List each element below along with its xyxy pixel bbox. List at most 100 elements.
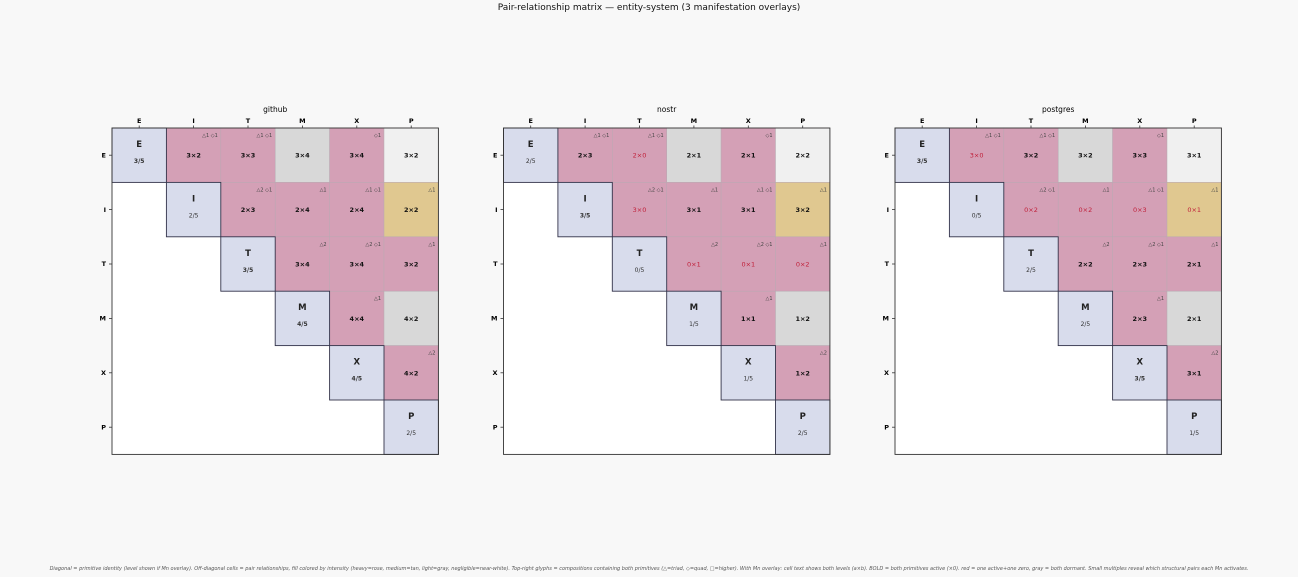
identity-cell-X (1112, 345, 1168, 401)
panel-frame (111, 127, 439, 455)
row-label-P: P (493, 423, 498, 431)
pair-value-T-M: 3×4 (295, 261, 310, 269)
composition-glyph-I-T: △2 ◇1 (1040, 187, 1056, 193)
composition-glyph-I-M: △1 (320, 187, 327, 193)
identity-cell-X (720, 345, 776, 401)
composition-glyph-T-X: △2 ◇1 (365, 242, 381, 248)
col-label-M: M (1082, 117, 1088, 125)
identity-level-E: 2/5 (526, 158, 536, 165)
pair-cell-M-P (1166, 290, 1222, 346)
composition-glyph-X-P: △2 (820, 351, 827, 357)
identity-cell-E (503, 127, 559, 183)
panel-frame (503, 127, 831, 455)
pair-value-T-M: 2×2 (1078, 261, 1093, 269)
identity-level-X: 3/5 (1135, 376, 1146, 383)
pair-cell-T-P (383, 236, 439, 292)
pair-value-I-P: 3×2 (795, 206, 810, 214)
row-label-X: X (884, 369, 889, 377)
composition-glyph-X-P: △2 (428, 351, 435, 357)
identity-letter-I: I (584, 194, 587, 204)
composition-glyph-T-M: △2 (1103, 242, 1110, 248)
col-label-I: I (192, 117, 194, 125)
pair-value-T-P: 2×1 (1187, 261, 1202, 269)
composition-glyph-E-I: △1 ◇1 (985, 133, 1001, 139)
col-label-T: T (246, 117, 251, 125)
composition-glyph-I-T: △2 ◇1 (648, 187, 664, 193)
composition-glyph-T-P: △1 (820, 242, 827, 248)
composition-glyph-E-I: △1 ◇1 (594, 133, 610, 139)
pair-value-X-P: 4×2 (404, 369, 419, 377)
pair-value-E-I: 3×2 (186, 152, 201, 160)
pair-value-E-T: 3×2 (1024, 152, 1039, 160)
pair-value-E-I: 3×0 (970, 152, 984, 160)
identity-letter-I: I (975, 194, 978, 204)
identity-cell-T (1003, 236, 1059, 292)
pair-value-E-T: 3×3 (241, 152, 256, 160)
pair-cell-T-X (329, 236, 385, 292)
identity-letter-M: M (1081, 303, 1089, 313)
identity-cell-M (274, 290, 331, 347)
pair-value-E-X: 3×3 (1133, 152, 1148, 160)
composition-glyph-T-M: △2 (320, 242, 327, 248)
row-label-T: T (102, 260, 107, 268)
composition-glyph-I-X: △1 ◇1 (365, 187, 381, 193)
composition-glyph-E-T: △1 ◇1 (257, 133, 273, 139)
pair-value-M-P: 1×2 (795, 315, 810, 323)
identity-cell-M (1057, 290, 1114, 347)
composition-glyph-M-X: △1 (765, 296, 772, 302)
row-label-T: T (885, 260, 890, 268)
composition-glyph-E-X: ◇1 (765, 133, 772, 139)
col-label-M: M (299, 117, 305, 125)
identity-letter-P: P (1191, 412, 1197, 422)
pair-value-I-P: 2×2 (404, 206, 419, 214)
pair-value-M-P: 2×1 (1187, 315, 1202, 323)
identity-letter-I: I (192, 194, 195, 204)
pair-cell-E-I (166, 127, 222, 183)
pair-value-E-M: 2×1 (687, 152, 702, 160)
row-label-E: E (493, 151, 497, 159)
composition-glyph-I-P: △1 (820, 187, 827, 193)
pair-value-E-I: 2×3 (578, 152, 593, 160)
pair-cell-E-I (557, 127, 613, 183)
pair-cell-I-X (720, 182, 776, 238)
identity-level-P: 2/5 (406, 430, 416, 437)
pair-cell-I-M (1057, 182, 1113, 238)
identity-cell-I (948, 181, 1005, 238)
pair-value-T-M: 0×1 (687, 261, 701, 269)
identity-letter-X: X (745, 358, 752, 368)
panel-title-postgres: postgres (1042, 105, 1074, 114)
figure-title: Pair-relationship matrix — entity-system… (497, 3, 801, 13)
identity-cell-T (220, 236, 276, 292)
identity-cell-M (666, 290, 722, 347)
composition-glyph-E-T: △1 ◇1 (648, 133, 664, 139)
composition-glyph-X-P: △2 (1211, 351, 1218, 357)
identity-level-E: 3/5 (917, 158, 928, 165)
pair-cell-I-X (1112, 182, 1168, 238)
pair-cell-I-M (666, 182, 722, 238)
identity-level-T: 3/5 (243, 267, 254, 274)
pair-cell-T-M (666, 236, 722, 292)
identity-level-E: 3/5 (134, 158, 145, 165)
identity-level-T: 2/5 (1026, 267, 1036, 274)
pair-value-E-M: 3×4 (295, 152, 310, 160)
pair-value-T-P: 3×2 (404, 261, 419, 269)
pair-value-I-X: 0×3 (1133, 206, 1147, 214)
row-label-X: X (492, 369, 497, 377)
identity-cell-P (1166, 399, 1222, 455)
row-label-X: X (101, 369, 106, 377)
identity-letter-T: T (637, 249, 643, 259)
pair-cell-X-P (383, 345, 439, 401)
pair-value-T-X: 3×4 (350, 261, 365, 269)
pair-value-I-T: 0×2 (1024, 206, 1038, 214)
pair-cell-M-X (720, 290, 776, 346)
identity-cell-X (329, 345, 385, 401)
identity-level-P: 2/5 (798, 430, 808, 437)
identity-level-M: 1/5 (689, 321, 699, 328)
panel-title-nostr: nostr (657, 105, 677, 114)
pair-cell-M-P (775, 290, 831, 346)
identity-level-I: 2/5 (189, 212, 199, 219)
col-label-X: X (1137, 117, 1142, 125)
row-label-P: P (101, 423, 106, 431)
col-label-P: P (409, 117, 414, 125)
